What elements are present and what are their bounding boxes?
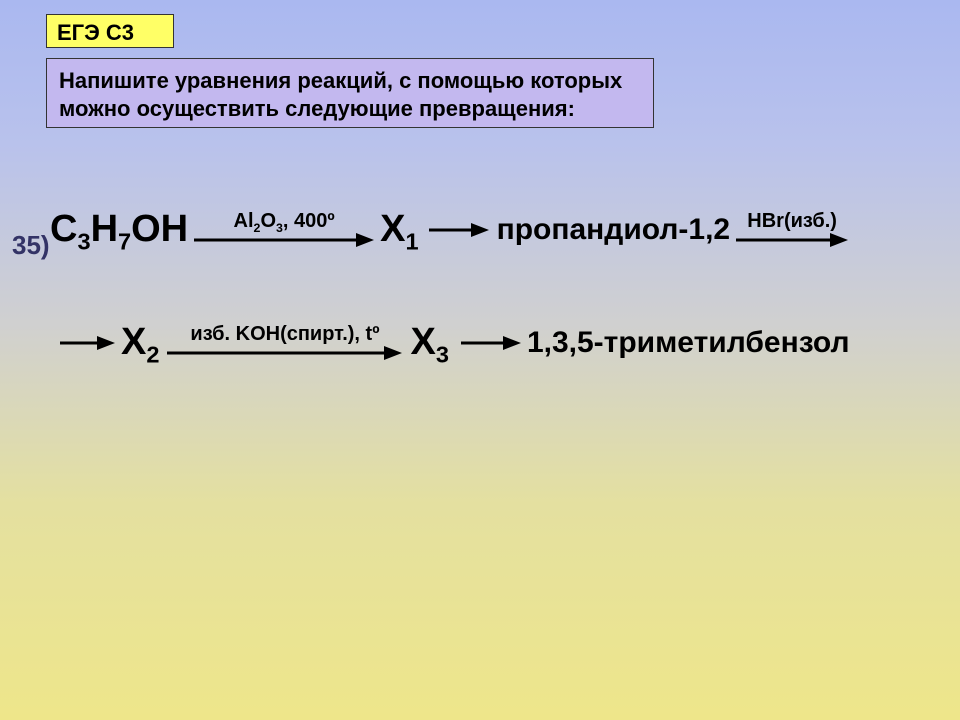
arrow-3: HBr(изб.): [736, 210, 848, 249]
f: OH: [131, 208, 188, 250]
f: , 400º: [283, 210, 335, 232]
arrow-4-condition: изб. KOH(спирт.), tº: [190, 323, 379, 346]
arrow-icon: [167, 344, 402, 362]
reaction-scheme: C3H7OH Al2O3, 400º X1 пропандиол-1,2 HBr…: [50, 190, 940, 364]
f: H: [91, 208, 118, 250]
arrow-wrap-cont: [60, 334, 115, 352]
problem-number: 35): [12, 230, 50, 261]
scheme-row-1: C3H7OH Al2O3, 400º X1 пропандиол-1,2 HBr…: [50, 208, 940, 251]
arrow-4: изб. KOH(спирт.), tº: [167, 323, 402, 362]
f: C: [50, 208, 77, 250]
arrow-icon: [736, 231, 848, 249]
f: Al: [234, 210, 254, 232]
arrow-icon: [461, 334, 521, 352]
product-propanediol: пропандиол-1,2: [497, 213, 731, 247]
arrow-icon: [194, 231, 374, 249]
f: O: [260, 210, 276, 232]
arrow-icon: [429, 221, 489, 239]
arrow-1: Al2O3, 400º: [194, 210, 374, 249]
product-trimethylbenzene: 1,3,5-триметилбензол: [527, 326, 850, 360]
species-start: C3H7OH: [50, 208, 188, 251]
prompt-box: Напишите уравнения реакций, с помощью ко…: [46, 58, 654, 128]
arrow-icon: [60, 334, 115, 352]
s: 3: [77, 229, 90, 255]
scheme-row-2: X2 изб. KOH(спирт.), tº X3 1,3,5-тримети…: [50, 321, 940, 364]
f: X: [410, 321, 435, 363]
species-x2: X2: [121, 321, 159, 364]
f: X: [121, 321, 146, 363]
s: 7: [118, 229, 131, 255]
s: 2: [146, 342, 159, 368]
arrow-3-condition: HBr(изб.): [747, 210, 837, 233]
species-x3: X3: [410, 321, 448, 364]
exam-title: ЕГЭ С3: [47, 15, 173, 51]
arrow-5: [461, 334, 521, 352]
arrow-2: [429, 221, 489, 239]
s: 1: [405, 229, 418, 255]
species-x1: X1: [380, 208, 418, 251]
exam-title-box: ЕГЭ С3: [46, 14, 174, 48]
prompt-text: Напишите уравнения реакций, с помощью ко…: [47, 59, 653, 130]
s: 3: [436, 342, 449, 368]
f: X: [380, 208, 405, 250]
arrow-1-condition: Al2O3, 400º: [234, 210, 335, 233]
